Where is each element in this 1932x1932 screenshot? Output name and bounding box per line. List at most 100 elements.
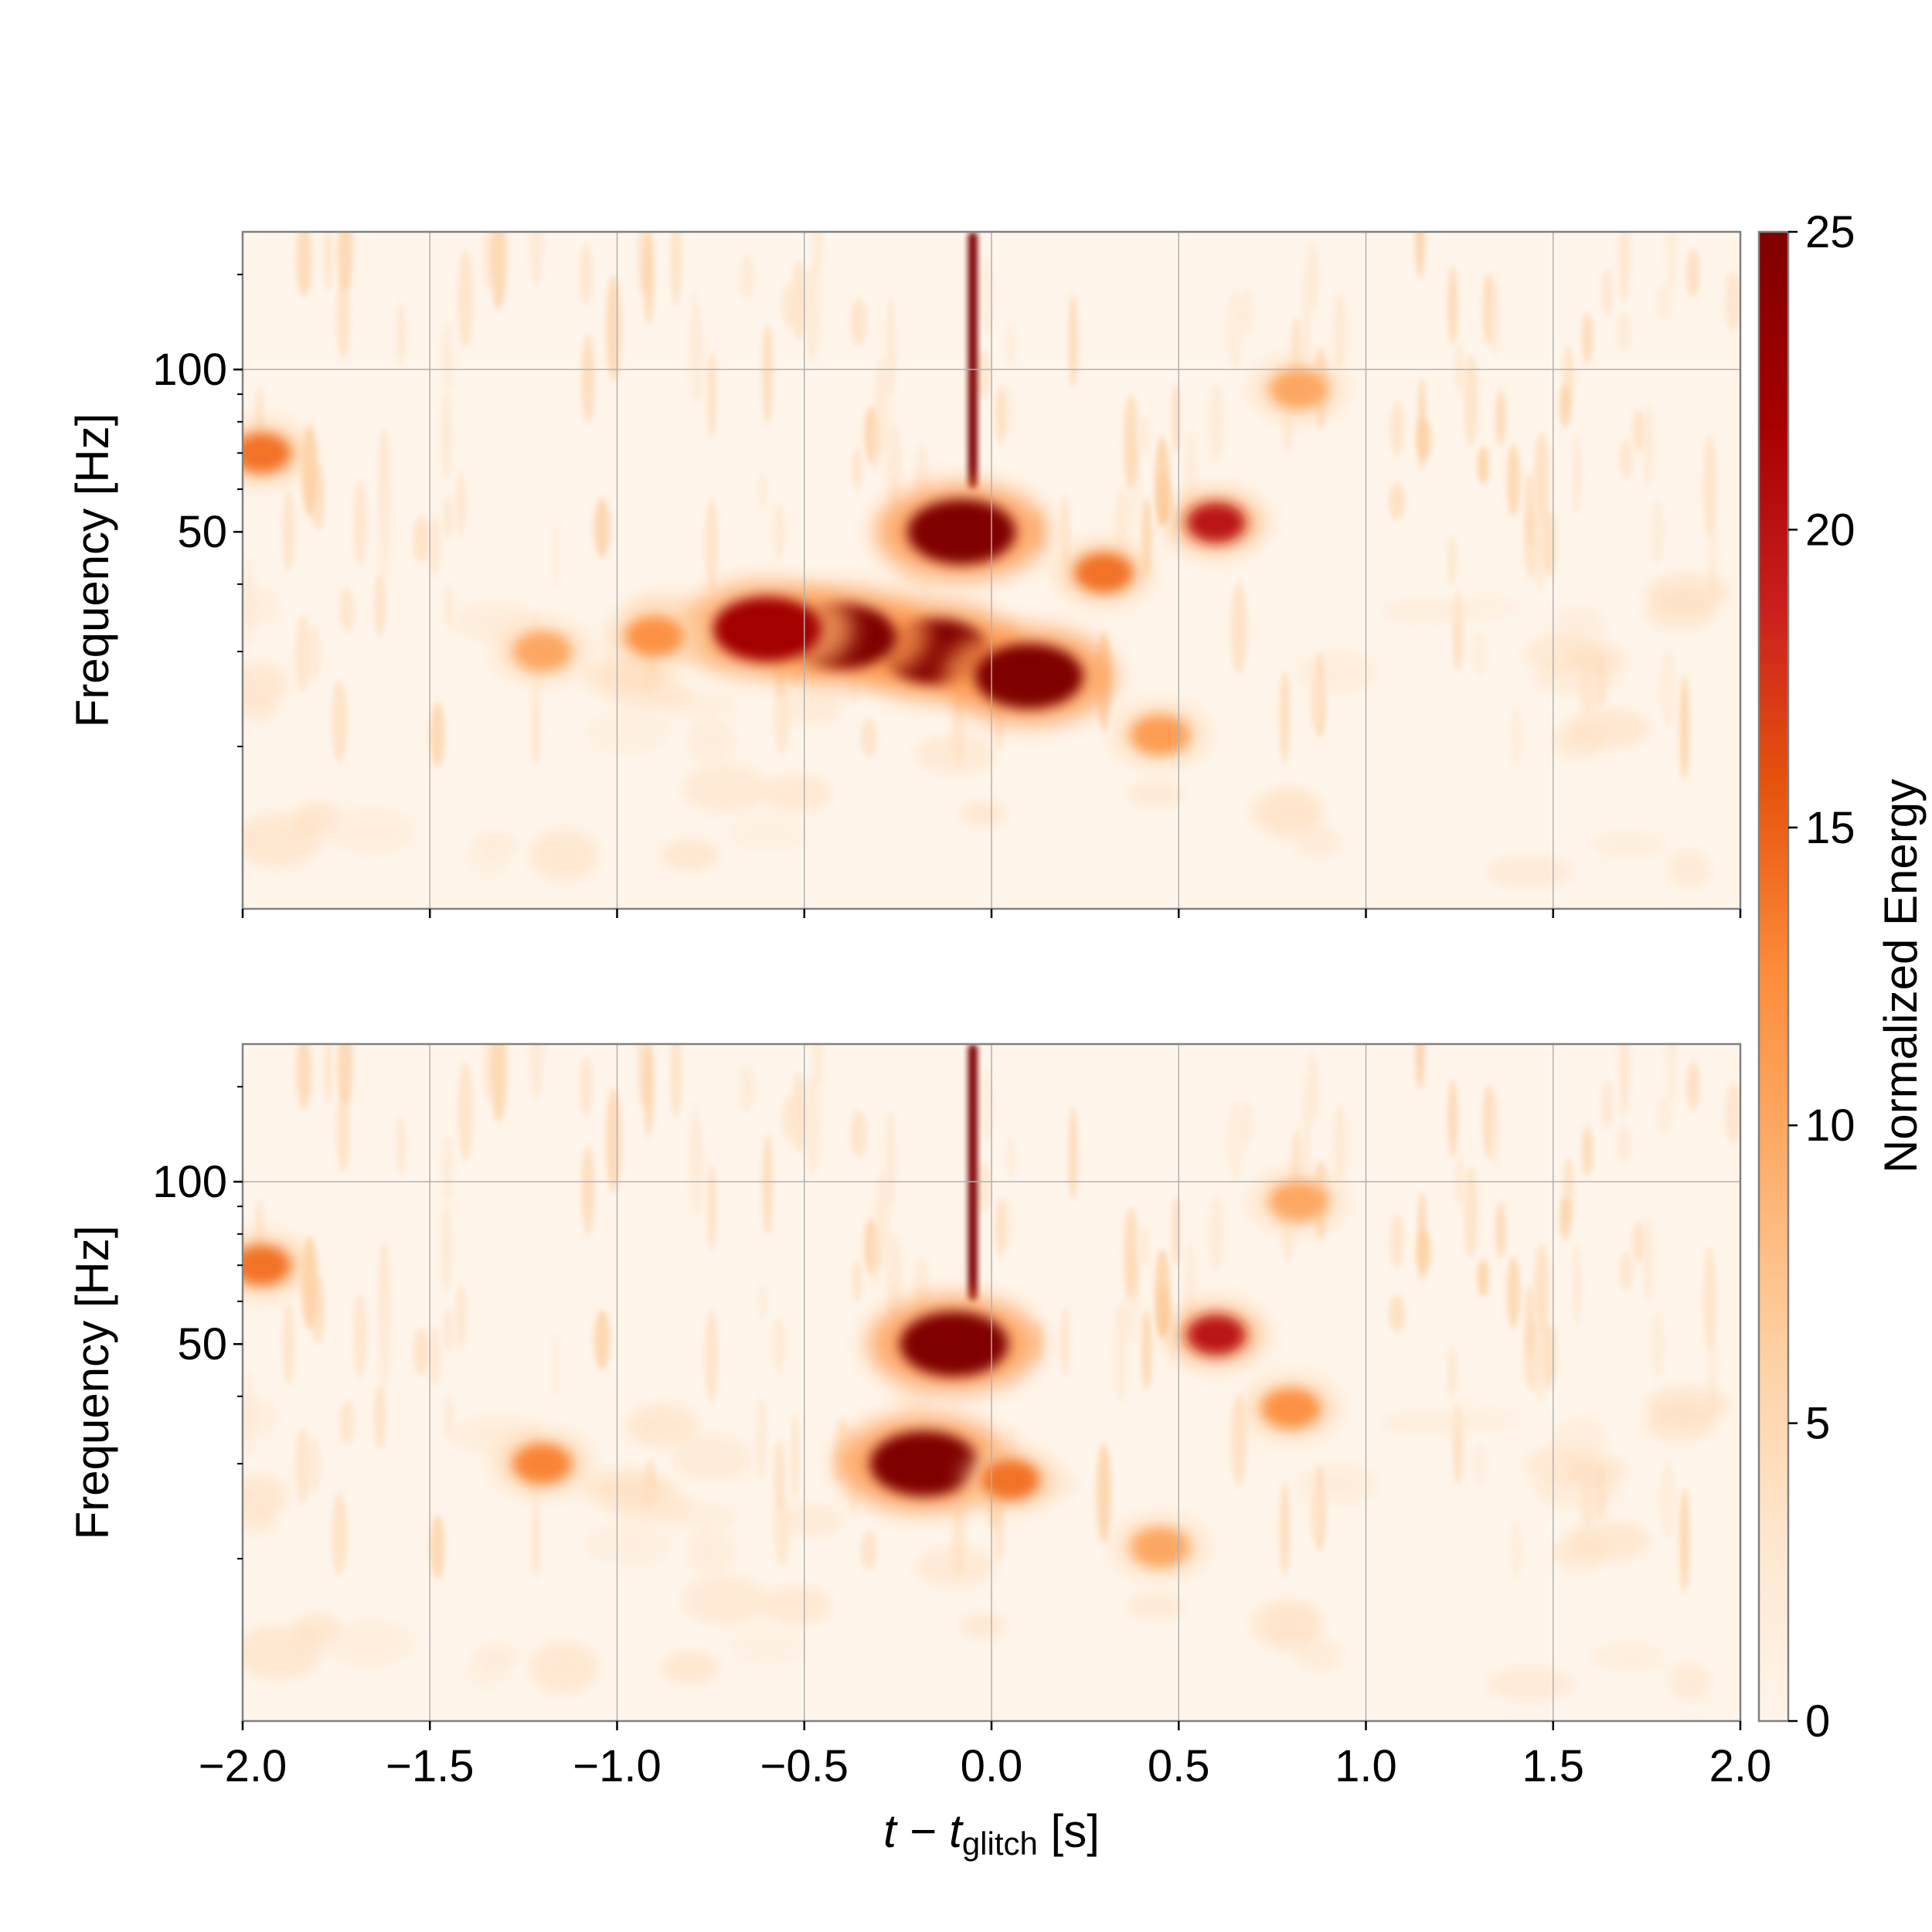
bottom-noise-texture: [243, 1044, 1740, 1702]
texture-blob: [1294, 650, 1379, 693]
texture-streak: [1389, 482, 1406, 521]
texture-streak: [332, 1492, 348, 1576]
texture-streak: [1389, 401, 1404, 456]
texture-blob: [581, 1468, 666, 1511]
texture-blob: [1645, 1386, 1731, 1423]
texture-streak: [579, 243, 594, 306]
texture-streak: [781, 283, 797, 328]
texture-streak: [979, 1069, 995, 1145]
texture-streak: [294, 614, 311, 692]
texture-streak: [1141, 1308, 1152, 1391]
x-axis-label-sub: glitch: [962, 1825, 1038, 1862]
x-tick-label: 1.0: [1335, 1741, 1397, 1791]
texture-streak: [1280, 668, 1290, 764]
texture-streak: [914, 1257, 930, 1310]
texture-streak: [282, 491, 295, 573]
texture-streak: [378, 1293, 391, 1390]
texture-streak: [886, 421, 903, 512]
texture-streak: [352, 1291, 368, 1379]
texture-streak: [757, 1284, 768, 1321]
x-tick-label: −0.5: [760, 1741, 849, 1791]
texture-streak: [1239, 288, 1254, 334]
texture-streak: [791, 1072, 807, 1154]
bottom-spectrogram-panel: 50 100 −2.0 −1.5 −1.0 −0.5 0.0 0.5 1.0 1.5 2.0 Fr…: [66, 1043, 1771, 1862]
texture-streak: [1506, 1256, 1520, 1330]
texture-blob: [583, 1520, 673, 1568]
texture-streak: [1560, 385, 1571, 428]
texture-streak: [529, 1044, 545, 1101]
texture-streak: [1096, 1443, 1112, 1543]
texture-streak: [1464, 1166, 1478, 1260]
texture-blob: [1379, 598, 1471, 623]
texture-streak: [1307, 237, 1317, 315]
bottom-energy-blobs: [243, 1044, 1346, 1578]
energy-blob: [900, 1311, 1009, 1377]
texture-blob: [760, 1586, 832, 1625]
x-tick-label: −1.5: [386, 1741, 474, 1791]
texture-streak: [308, 1437, 321, 1494]
texture-streak: [1415, 232, 1424, 279]
texture-streak: [1138, 1226, 1151, 1267]
texture-streak: [1524, 473, 1535, 546]
texture-streak: [441, 1203, 451, 1293]
x-tick-label: 0.0: [961, 1741, 1023, 1791]
texture-streak: [1230, 583, 1247, 675]
texture-streak: [1208, 383, 1226, 461]
colorbar-tick-label: 20: [1805, 505, 1855, 555]
x-axis-label-unit: [s]: [1038, 1805, 1100, 1857]
colorbar-tick-label: 10: [1805, 1100, 1855, 1151]
texture-blob: [685, 1528, 736, 1576]
colorbar-tick-label: 15: [1805, 803, 1855, 853]
texture-streak: [1702, 434, 1716, 539]
texture-streak: [886, 1109, 896, 1210]
texture-streak: [441, 391, 451, 481]
texture-blob: [1589, 831, 1667, 859]
texture-blob: [1485, 854, 1576, 889]
texture-streak: [1534, 431, 1549, 529]
texture-blob: [581, 655, 666, 699]
x-tick-label: 0.5: [1148, 1741, 1210, 1791]
texture-streak: [1416, 1230, 1432, 1273]
texture-streak: [457, 1061, 474, 1162]
texture-streak: [490, 1044, 507, 1123]
texture-streak: [441, 323, 454, 390]
texture-streak: [282, 1303, 295, 1385]
texture-streak: [781, 1095, 797, 1141]
texture-streak: [1660, 1460, 1676, 1542]
texture-streak: [979, 257, 995, 332]
texture-blob: [661, 839, 719, 871]
texture-streak: [1227, 1100, 1243, 1182]
texture-blob: [682, 1575, 768, 1626]
colorbar: 0 5 10 15 20 25 Normalized Energy: [1757, 207, 1927, 1747]
texture-blob: [243, 1398, 280, 1437]
texture-streak: [455, 1283, 466, 1349]
texture-streak: [413, 515, 430, 563]
texture-streak: [1656, 283, 1672, 321]
texture-streak: [1495, 1201, 1506, 1259]
texture-streak: [1618, 1044, 1631, 1117]
texture-streak: [975, 1162, 992, 1213]
texture-streak: [1123, 393, 1139, 488]
texture-streak: [444, 1395, 454, 1439]
texture-blob: [1645, 573, 1731, 611]
texture-streak: [581, 1145, 595, 1236]
texture-blob: [892, 569, 935, 604]
texture-streak: [1464, 354, 1478, 447]
texture-streak: [1230, 1395, 1247, 1487]
energy-blob: [869, 1431, 978, 1496]
texture-streak: [1660, 648, 1676, 730]
texture-streak: [1679, 1488, 1689, 1593]
texture-blob: [780, 1503, 845, 1537]
texture-streak: [774, 1440, 786, 1512]
texture-streak: [1389, 1213, 1404, 1268]
texture-streak: [1619, 1251, 1634, 1291]
texture-streak: [1685, 248, 1700, 298]
texture-blob: [780, 691, 845, 725]
texture-streak: [581, 333, 595, 423]
texture-blob: [625, 1403, 699, 1448]
texture-streak: [1495, 389, 1506, 447]
texture-streak: [594, 498, 611, 558]
texture-streak: [1650, 1311, 1666, 1379]
texture-blob: [915, 733, 997, 774]
texture-streak: [1573, 1244, 1582, 1327]
